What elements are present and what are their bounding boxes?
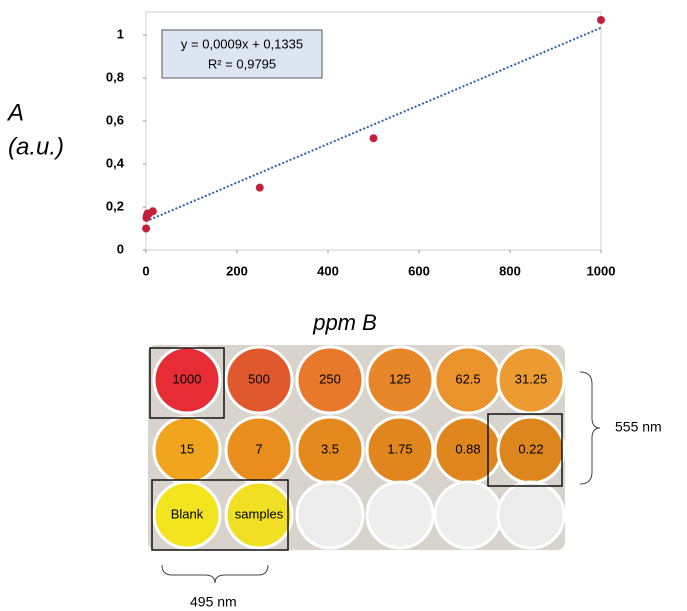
y-axis-label: (a.u.)	[8, 133, 64, 160]
well	[435, 482, 501, 548]
figure: A (a.u.) ppm B y = 0,0009x + 0,1335 R² =…	[0, 0, 687, 611]
x-tick-label: 200	[226, 263, 248, 278]
bracket	[580, 372, 600, 484]
x-tick-label: 1000	[587, 263, 616, 278]
point	[142, 225, 150, 233]
well-label: 15	[180, 441, 194, 456]
y-tick-label: 1	[117, 26, 124, 41]
well-label: 500	[248, 371, 270, 386]
well	[498, 482, 564, 548]
y-tick-label: 0	[117, 241, 124, 256]
r-squared: R² = 0,9795	[208, 56, 276, 71]
point	[149, 207, 157, 215]
y-tick-label: 0,8	[106, 69, 124, 84]
x-tick-label: 400	[317, 263, 339, 278]
well-label: 1000	[173, 371, 202, 386]
well-label: 31.25	[515, 371, 548, 386]
y-tick-label: 0,4	[106, 155, 125, 170]
well-label: 0.22	[518, 441, 543, 456]
point	[370, 134, 378, 142]
wells: 1000 500 250 125 62.5 31.25 15 7 3.5 1.75 0.88 0.22…	[154, 347, 564, 548]
x-axis-label: ppm B	[312, 310, 377, 335]
wavelength-label: 555 nm	[615, 419, 662, 435]
well-label: 125	[389, 371, 411, 386]
well-label: samples	[235, 506, 284, 521]
y-tick-label: 0,2	[106, 198, 124, 213]
bracket	[162, 565, 268, 583]
well-label: Blank	[171, 506, 204, 521]
x-tick-label: 800	[499, 263, 521, 278]
y-axis-label: A	[6, 99, 24, 126]
point	[256, 184, 264, 192]
equation: y = 0,0009x + 0,1335	[181, 36, 303, 51]
well-label: 62.5	[455, 371, 480, 386]
wavelength-label: 495 nm	[190, 594, 237, 610]
point	[597, 16, 605, 24]
well-label: 250	[319, 371, 341, 386]
x-tick-label: 0	[142, 263, 149, 278]
well-label: 7	[255, 441, 262, 456]
well-label: 1.75	[387, 441, 412, 456]
y-tick-label: 0,6	[106, 112, 124, 127]
well	[297, 482, 363, 548]
x-tick-label: 600	[408, 263, 430, 278]
well-label: 3.5	[321, 441, 339, 456]
well	[367, 482, 433, 548]
well-label: 0.88	[455, 441, 480, 456]
